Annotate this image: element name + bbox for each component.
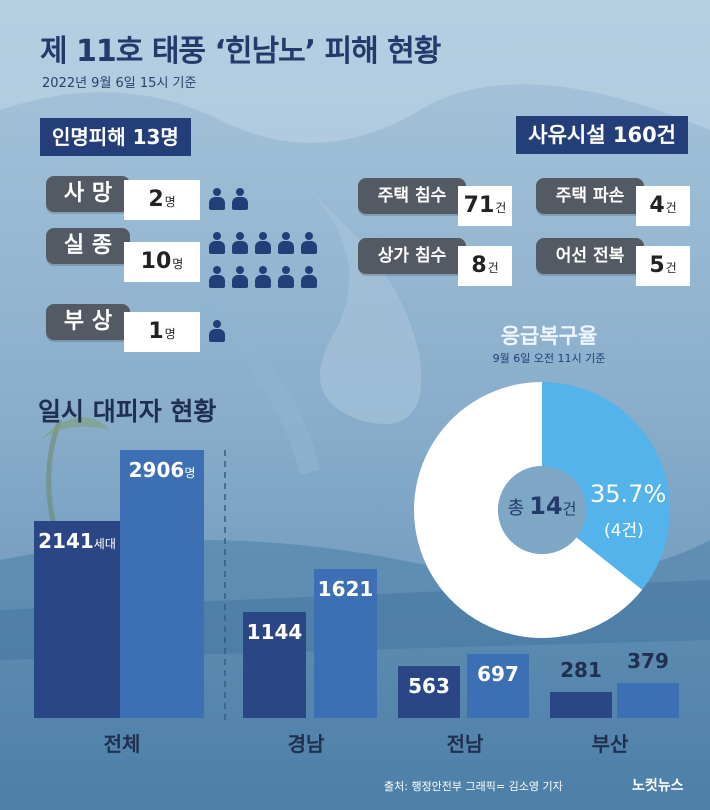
bar-value-label: 379 bbox=[627, 649, 669, 674]
recovery-donut-chart bbox=[414, 382, 670, 638]
category-label: 경남 bbox=[287, 732, 325, 756]
casualty-label-deaths: 사 망 bbox=[46, 176, 130, 212]
bar-전체-명 bbox=[120, 450, 204, 718]
casualty-label-missing: 실 종 bbox=[46, 228, 130, 264]
category-label: 전체 bbox=[103, 732, 141, 756]
donut-center-value: 14 bbox=[529, 492, 563, 520]
donut-hole bbox=[498, 466, 586, 554]
brand-logo: 노컷뉴스 bbox=[632, 778, 684, 794]
bar-value-label: 2906명 bbox=[128, 458, 196, 482]
bar-부산-명 bbox=[617, 683, 679, 718]
facility-label-house-flood: 주택 침수 bbox=[358, 178, 466, 214]
evacuation-heading: 일시 대피자 현황 bbox=[38, 397, 217, 426]
bar-value-label: 1144 bbox=[246, 620, 303, 645]
source-credit: 출처: 행정안전부 그래픽= 김소영 기자 bbox=[384, 780, 563, 793]
donut-percent-label: 35.7% bbox=[590, 480, 667, 508]
facility-label-boat-capsize: 어선 전복 bbox=[536, 238, 644, 274]
page-title: 제 11호 태풍 ‘힌남노’ 피해 현황 bbox=[40, 34, 441, 69]
casualties-heading: 인명피해 13명 bbox=[40, 118, 191, 156]
casualty-value-missing: 10명 bbox=[124, 242, 200, 282]
bar-전남-세대 bbox=[398, 666, 460, 718]
bar-value-label: 697 bbox=[477, 661, 519, 686]
bar-경남-명 bbox=[314, 568, 377, 718]
donut-count-label: (4건) bbox=[604, 521, 644, 541]
bar-value-label: 563 bbox=[408, 674, 450, 699]
facility-label-house-damage: 주택 파손 bbox=[536, 178, 644, 214]
donut-center-unit: 건 bbox=[562, 500, 577, 518]
facility-value-boat-capsize: 5건 bbox=[636, 246, 690, 286]
facilities-heading: 사유시설 160건 bbox=[516, 116, 688, 154]
recovery-title: 응급복구율 bbox=[500, 324, 598, 348]
bar-전남-명 bbox=[467, 653, 529, 718]
donut-slice-0 bbox=[542, 382, 670, 590]
donut-center-prefix: 총 bbox=[507, 498, 525, 519]
facility-label-shop-flood: 상가 침수 bbox=[358, 238, 466, 274]
page-subtitle: 2022년 9월 6일 15시 기준 bbox=[42, 76, 197, 91]
facility-value-house-damage: 4건 bbox=[636, 186, 690, 226]
casualty-value-injured: 1명 bbox=[124, 312, 200, 352]
bar-value-label: 281 bbox=[560, 658, 602, 683]
bar-value-label: 2141세대 bbox=[38, 528, 116, 553]
facility-value-shop-flood: 8건 bbox=[458, 246, 512, 286]
casualty-value-deaths: 2명 bbox=[124, 180, 200, 220]
donut-center-label: 총 14건 bbox=[496, 492, 588, 520]
bar-value-label: 1621 bbox=[317, 576, 374, 601]
bar-부산-세대 bbox=[550, 692, 612, 718]
facility-value-house-flood: 71건 bbox=[458, 186, 512, 226]
category-label: 전남 bbox=[446, 732, 484, 756]
bar-전체-세대 bbox=[34, 520, 120, 718]
casualty-label-injured: 부 상 bbox=[46, 304, 130, 340]
category-label: 부산 bbox=[591, 732, 629, 756]
bar-경남-세대 bbox=[243, 612, 306, 718]
recovery-subtitle: 9월 6일 오전 11시 기준 bbox=[492, 352, 606, 365]
donut-slice-1 bbox=[414, 382, 643, 638]
